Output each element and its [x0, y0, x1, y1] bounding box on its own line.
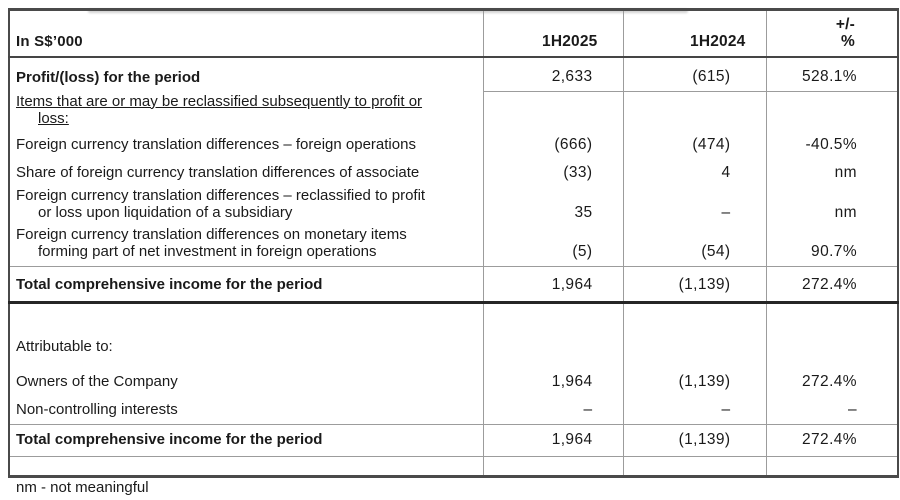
value-change: -40.5%: [765, 129, 898, 160]
row-label: Share of foreign currency translation di…: [9, 160, 483, 186]
value-1h2024: (615): [622, 56, 766, 92]
spacer-cell: [622, 302, 766, 332]
row-label-text: Non-controlling interests: [16, 400, 178, 418]
spacer-cell: [9, 302, 483, 332]
row-label: Total comprehensive income for the perio…: [9, 424, 483, 457]
value-1h2025-empty: [482, 91, 623, 130]
row-label: Profit/(loss) for the period: [9, 57, 483, 92]
value-1h2024: (1,139): [622, 424, 766, 457]
value-1h2025: 1,964: [482, 424, 623, 457]
row-label-text: Total comprehensive income for the perio…: [16, 275, 323, 293]
row-label: Non-controlling interests: [9, 398, 483, 425]
value-1h2025: –: [482, 398, 623, 425]
value-change: 528.1%: [765, 56, 898, 92]
value-change: 272.4%: [765, 424, 898, 457]
row-label-line2: forming part of net investment in foreig…: [38, 242, 377, 260]
value-1h2025: 1,964: [482, 266, 623, 304]
value-1h2024: (1,139): [622, 364, 766, 398]
table-header-row: In S$’000 1H2025 1H2024 +/- %: [9, 9, 898, 58]
header-period-1h2025: 1H2025: [482, 9, 623, 58]
header-change-sign: +/-: [835, 15, 855, 33]
row-label-line1: Foreign currency translation differences…: [16, 186, 426, 204]
table-row-total-comprehensive-income-attributed: Total comprehensive income for the perio…: [9, 424, 898, 457]
value-change: nm: [765, 159, 898, 186]
row-label-text: Share of foreign currency translation di…: [16, 163, 420, 181]
table-row-fct-monetary-items: Foreign currency translation differences…: [9, 225, 898, 267]
row-label-line1: Items that are or may be reclassified su…: [16, 92, 423, 110]
value-change-empty: [765, 91, 898, 130]
row-label-line2: loss:: [38, 109, 69, 127]
table-row-fct-foreign-operations: Foreign currency translation differences…: [9, 129, 898, 160]
table-row-owners-of-company: Owners of the Company 1,964 (1,139) 272.…: [9, 364, 898, 398]
value-1h2024: –: [622, 185, 766, 226]
spacer-cell: [622, 456, 766, 476]
table-row-attributable-heading: Attributable to:: [9, 332, 898, 364]
row-label-text: Total comprehensive income for the perio…: [16, 430, 323, 448]
value-1h2025: (666): [482, 129, 623, 160]
row-label-line1: Foreign currency translation differences…: [16, 225, 407, 243]
row-label: Items that are or may be reclassified su…: [9, 92, 483, 130]
value-1h2024-empty: [622, 91, 766, 130]
row-label: Total comprehensive income for the perio…: [9, 266, 483, 304]
row-label-text: Owners of the Company: [16, 373, 178, 390]
value-change: 272.4%: [765, 364, 898, 398]
spacer-cell: [9, 456, 483, 476]
header-change-unit: %: [841, 32, 855, 50]
spacer-cell: [765, 456, 898, 476]
value-1h2024: –: [622, 398, 766, 425]
value-change: 272.4%: [765, 266, 898, 304]
value-1h2024: 4: [622, 159, 766, 186]
value-1h2024: (474): [622, 129, 766, 160]
row-label-text: Attributable to:: [16, 338, 113, 355]
header-change-percent: +/- %: [765, 9, 898, 58]
row-label: Foreign currency translation differences…: [9, 130, 483, 160]
table-row-total-comprehensive-income: Total comprehensive income for the perio…: [9, 266, 898, 304]
value-change-empty: [765, 332, 898, 364]
table-row-spacer: [9, 302, 898, 332]
footnote-nm-definition: nm - not meaningful: [16, 479, 149, 496]
row-label-line2: or loss upon liquidation of a subsidiary: [38, 203, 293, 221]
value-1h2025: 35: [482, 185, 623, 226]
table-row-items-reclassified-heading: Items that are or may be reclassified su…: [9, 91, 898, 130]
value-1h2024: (54): [622, 225, 766, 267]
value-1h2024-empty: [622, 332, 766, 364]
value-1h2025: 1,964: [482, 364, 623, 398]
value-1h2025: (33): [482, 159, 623, 186]
table-row-non-controlling-interests: Non-controlling interests – – –: [9, 398, 898, 425]
value-change: –: [765, 398, 898, 425]
spacer-cell: [482, 302, 623, 332]
spacer-cell: [765, 302, 898, 332]
table-row-profit-loss: Profit/(loss) for the period 2,633 (615)…: [9, 56, 898, 92]
value-change: 90.7%: [765, 225, 898, 267]
row-label: Foreign currency translation differences…: [9, 186, 483, 226]
header-period-1h2024: 1H2024: [622, 9, 766, 58]
row-label: Attributable to:: [9, 332, 483, 364]
row-label: Owners of the Company: [9, 364, 483, 398]
row-label-text: Foreign currency translation differences…: [16, 135, 416, 153]
row-label-text: Profit/(loss) for the period: [16, 68, 201, 86]
comprehensive-income-table: In S$’000 1H2025 1H2024 +/- % Profit/(lo…: [8, 8, 899, 478]
table-row-fct-associate: Share of foreign currency translation di…: [9, 159, 898, 186]
header-unit-label: In S$’000: [9, 9, 483, 58]
value-1h2025: 2,633: [482, 56, 623, 92]
table-row-spacer-bottom: [9, 456, 898, 476]
value-1h2025-empty: [482, 332, 623, 364]
value-1h2025: (5): [482, 225, 623, 267]
spacer-cell: [482, 456, 623, 476]
value-change: nm: [765, 185, 898, 226]
row-label: Foreign currency translation differences…: [9, 225, 483, 267]
table-row-fct-reclassified-liquidation: Foreign currency translation differences…: [9, 185, 898, 226]
value-1h2024: (1,139): [622, 266, 766, 304]
